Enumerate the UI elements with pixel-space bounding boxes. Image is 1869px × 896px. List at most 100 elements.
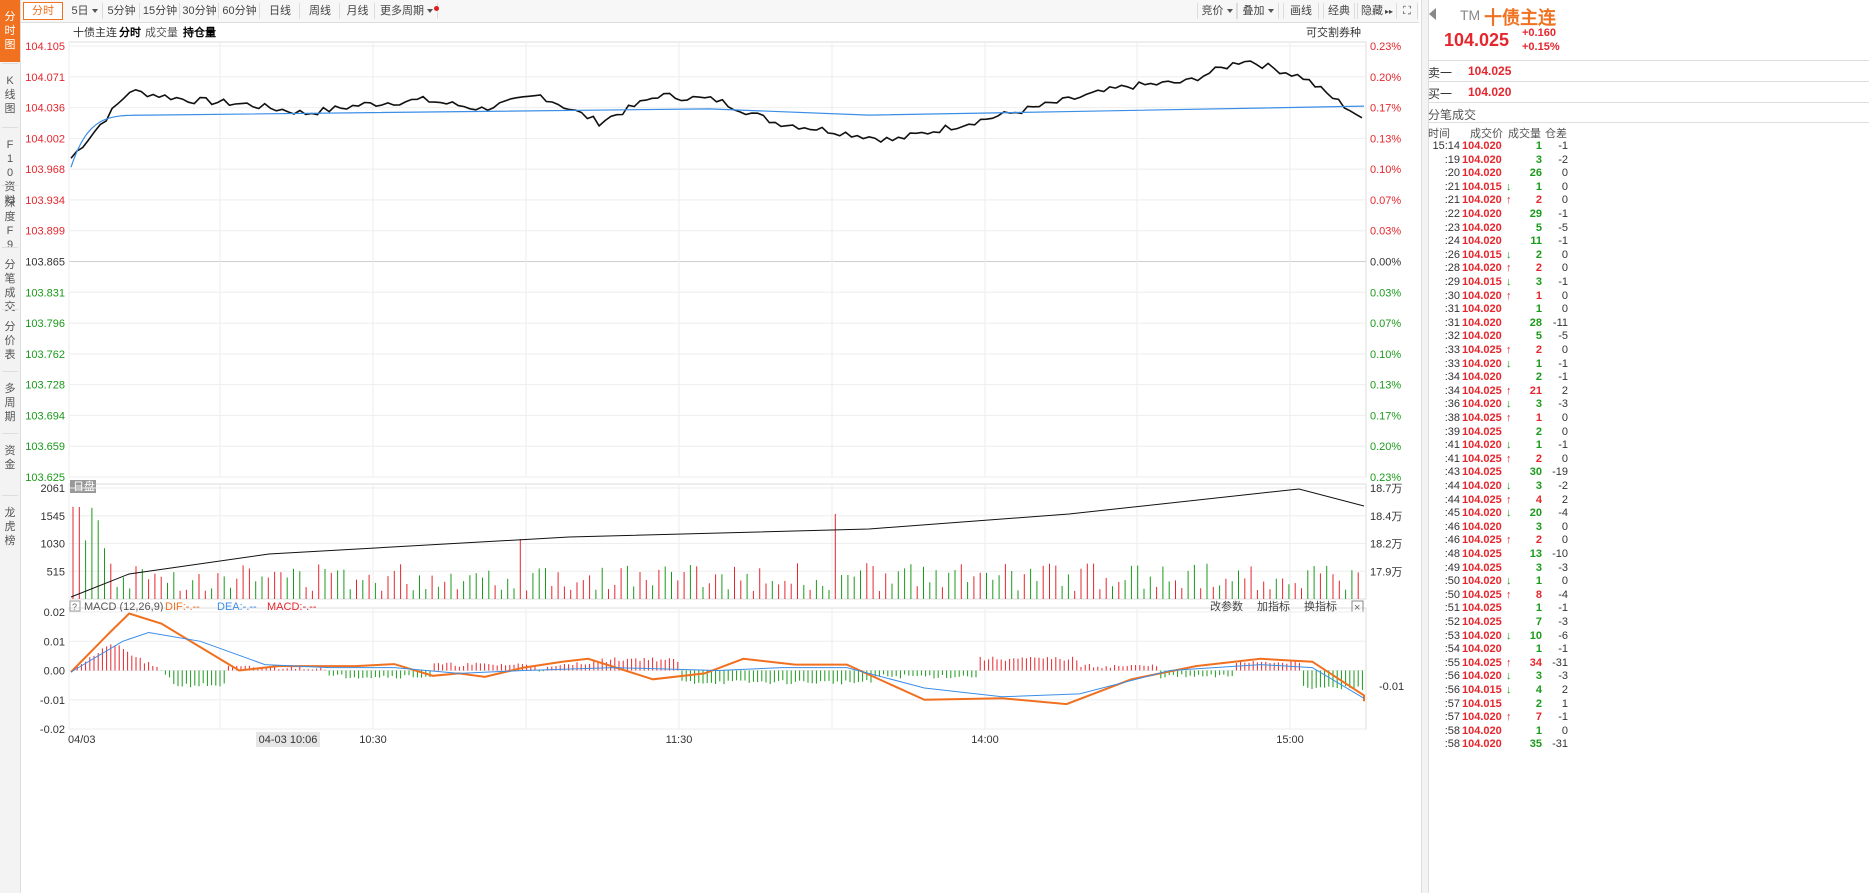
collapse-bar[interactable] — [1422, 0, 1429, 893]
period-3[interactable]: 15分钟 — [141, 3, 180, 19]
period-2[interactable]: 5分钟 — [104, 3, 140, 19]
period-8[interactable]: 月线 — [341, 3, 375, 19]
period-4[interactable]: 30分钟 — [181, 3, 219, 19]
tool-4[interactable]: 隐藏 ▸▸ — [1357, 3, 1397, 19]
intraday-chart[interactable]: 十债主连 分时 成交量 持仓量 可交割券种 104.105 0.23% 104.071 0.20… — [21, 22, 1416, 893]
period-5[interactable]: 60分钟 — [220, 3, 260, 19]
price-tick: 103.659 — [25, 441, 65, 453]
macd-dea: DEA:-.-- — [217, 601, 257, 613]
tick-oi-change: 0 — [1561, 452, 1568, 465]
tick-price: 104.020 — [1462, 371, 1502, 384]
rail-item-3[interactable]: 深度F9 — [4, 197, 16, 251]
tick-price: 104.020 — [1462, 235, 1502, 248]
pct-tick: 0.00% — [1370, 257, 1401, 269]
pct-tick: 0.13% — [1370, 380, 1401, 392]
tick-row: :56 104.020 ↓ 3 -3 — [1422, 670, 1869, 684]
rail-item-8[interactable]: 龙虎榜 — [4, 507, 16, 547]
arrow-up-icon: ↑ — [1506, 262, 1512, 275]
chart-area[interactable]: 十债主连 分时 成交量 持仓量 可交割券种 104.105 0.23% 104.071 0.20… — [21, 22, 1416, 893]
tick-price: 104.020 — [1462, 670, 1502, 683]
rail-item-6[interactable]: 多周期 — [4, 383, 16, 423]
tick-oi-change: -31 — [1552, 738, 1568, 751]
tick-volume: 29 — [1529, 208, 1542, 220]
rail-item-7[interactable]: 资金 — [4, 445, 16, 471]
tick-time: :34 — [1444, 371, 1460, 384]
tick-time: :36 — [1444, 398, 1460, 411]
rail-item-1[interactable]: K线图 — [4, 75, 16, 115]
arrow-up-icon: ↑ — [1506, 534, 1512, 547]
arrow-down-icon: ↓ — [1506, 248, 1512, 261]
pct-tick: 0.10% — [1370, 164, 1401, 176]
tick-row: :34 104.025 ↑ 21 2 — [1422, 385, 1869, 399]
rail-item-4[interactable]: 分笔成交 — [4, 259, 16, 313]
tick-time: :58 — [1444, 738, 1460, 751]
left-nav-rail: 分时图 K线图 F10资料 深度F9 分笔成交分价表多周期资金龙虎榜 — [0, 0, 21, 893]
tick-price: 104.020 — [1462, 724, 1502, 737]
price-tick: 104.036 — [25, 103, 65, 115]
tool-2[interactable]: 画线 — [1283, 3, 1319, 19]
tool-0[interactable]: 竞价 — [1197, 3, 1237, 19]
ticks-list[interactable]: 15:14 104.020 1 -1:19 104.020 3 -2:20 104.020 26… — [1422, 140, 1869, 893]
rail-item-0[interactable]: 分时图 — [0, 0, 20, 62]
tick-price: 104.020 — [1462, 330, 1502, 343]
tick-volume: 21 — [1529, 384, 1542, 397]
tick-time: :26 — [1444, 248, 1460, 261]
pct-tick: 0.03% — [1370, 287, 1401, 299]
tick-time: :19 — [1444, 153, 1460, 166]
tick-price: 104.025 — [1462, 656, 1502, 669]
period-9[interactable]: 更多周期 — [376, 3, 438, 19]
tick-volume: 1 — [1535, 303, 1542, 316]
tick-price: 104.020 — [1462, 140, 1502, 152]
tick-row: :48 104.025 13 -10 — [1422, 548, 1869, 562]
pct-tick: 0.03% — [1370, 226, 1401, 238]
tick-oi-change: -2 — [1558, 153, 1568, 166]
arrow-up-icon: ↑ — [1506, 194, 1512, 207]
arrow-up-icon: ↑ — [1506, 493, 1512, 506]
tick-time: :41 — [1444, 452, 1460, 465]
tick-time: :52 — [1444, 616, 1460, 628]
period-1[interactable]: 5日 — [67, 3, 103, 19]
period-7[interactable]: 周线 — [301, 3, 340, 19]
period-0[interactable]: 分时 — [23, 2, 63, 20]
tick-row: :29 104.015 ↓ 3 -1 — [1422, 276, 1869, 290]
price-change: +0.160 — [1522, 27, 1556, 39]
ticks-title[interactable]: 分笔成交 — [1428, 108, 1477, 122]
tick-volume: 7 — [1535, 711, 1542, 724]
tick-time: :56 — [1444, 670, 1460, 683]
tick-price: 104.025 — [1462, 384, 1502, 397]
period-label: 分时 — [32, 5, 54, 17]
tick-oi-change: -6 — [1558, 629, 1568, 642]
volume-tick: 1030 — [41, 539, 65, 551]
tick-volume: 2 — [1535, 262, 1542, 275]
help-icon[interactable] — [69, 600, 81, 612]
tick-price: 104.020 — [1462, 507, 1502, 520]
tool-label: 隐藏 — [1360, 5, 1383, 17]
tick-row: :33 104.020 ↓ 1 -1 — [1422, 358, 1869, 372]
change-params-button: 改参数 — [1210, 599, 1243, 613]
period-6[interactable]: 日线 — [261, 3, 300, 19]
tool-label: 经典 — [1328, 5, 1350, 17]
tick-volume: 3 — [1535, 561, 1542, 574]
tick-row: :54 104.020 1 -1 — [1422, 643, 1869, 657]
pct-tick: 0.13% — [1370, 133, 1401, 145]
cursor-time: 04-03 10:06 — [259, 734, 318, 746]
tool-3[interactable]: 经典 — [1323, 3, 1355, 19]
rail-item-2[interactable]: F10资料 — [4, 139, 16, 207]
fullscreen-icon[interactable]: ⛶ — [1397, 3, 1418, 19]
tick-time: :23 — [1444, 221, 1460, 234]
price-tick: 103.762 — [25, 349, 65, 361]
price-tick: 103.968 — [25, 164, 65, 176]
tick-volume: 1 — [1535, 724, 1542, 737]
tick-oi-change: -2 — [1558, 480, 1568, 492]
tool-label: 竞价 — [1201, 5, 1224, 17]
tick-price: 104.020 — [1462, 439, 1502, 452]
pct-tick: 0.17% — [1370, 410, 1401, 422]
tick-oi-change: -1 — [1558, 643, 1568, 656]
tick-volume: 10 — [1529, 629, 1542, 642]
rail-item-5[interactable]: 分价表 — [4, 321, 16, 361]
tool-1[interactable]: 叠加 — [1237, 3, 1279, 19]
prev-arrow-icon[interactable] — [1429, 8, 1436, 20]
period-label: 周线 — [309, 5, 331, 17]
tick-price: 104.020 — [1462, 629, 1502, 642]
tick-volume: 35 — [1529, 738, 1542, 751]
